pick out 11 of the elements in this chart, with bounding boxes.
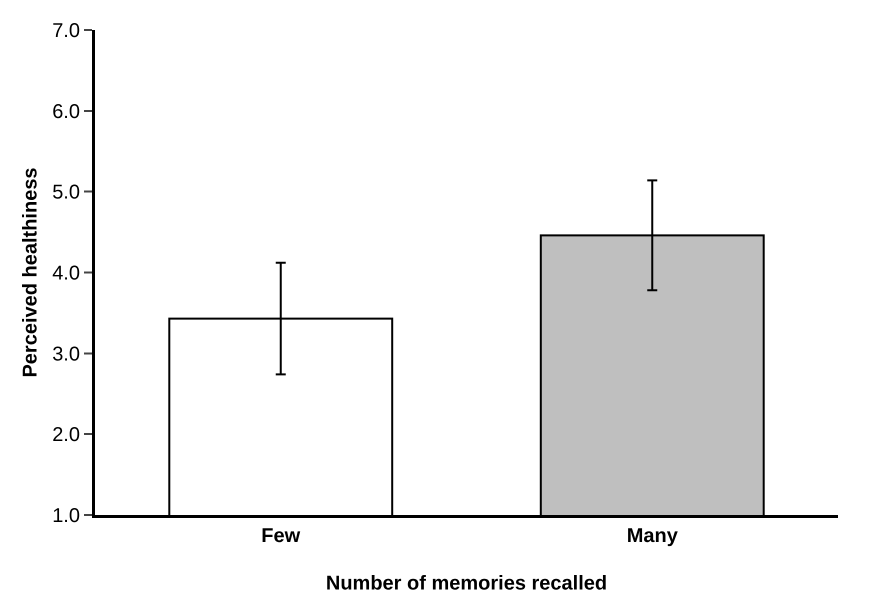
y-tick-label: 3.0 bbox=[52, 343, 80, 366]
x-tick-label: Many bbox=[626, 525, 679, 547]
x-tick-label: Few bbox=[261, 525, 301, 547]
y-tick-label: 6.0 bbox=[52, 100, 80, 123]
y-tick-label: 5.0 bbox=[52, 182, 80, 204]
x-axis-title: Number of memories recalled bbox=[326, 572, 608, 594]
y-axis-title: Perceived healthiness bbox=[20, 167, 42, 378]
y-tick-label: 4.0 bbox=[52, 262, 80, 284]
y-tick-label: 7.0 bbox=[52, 20, 80, 42]
y-tick-label: 2.0 bbox=[52, 424, 80, 446]
y-tick-label: 1.0 bbox=[52, 505, 80, 527]
